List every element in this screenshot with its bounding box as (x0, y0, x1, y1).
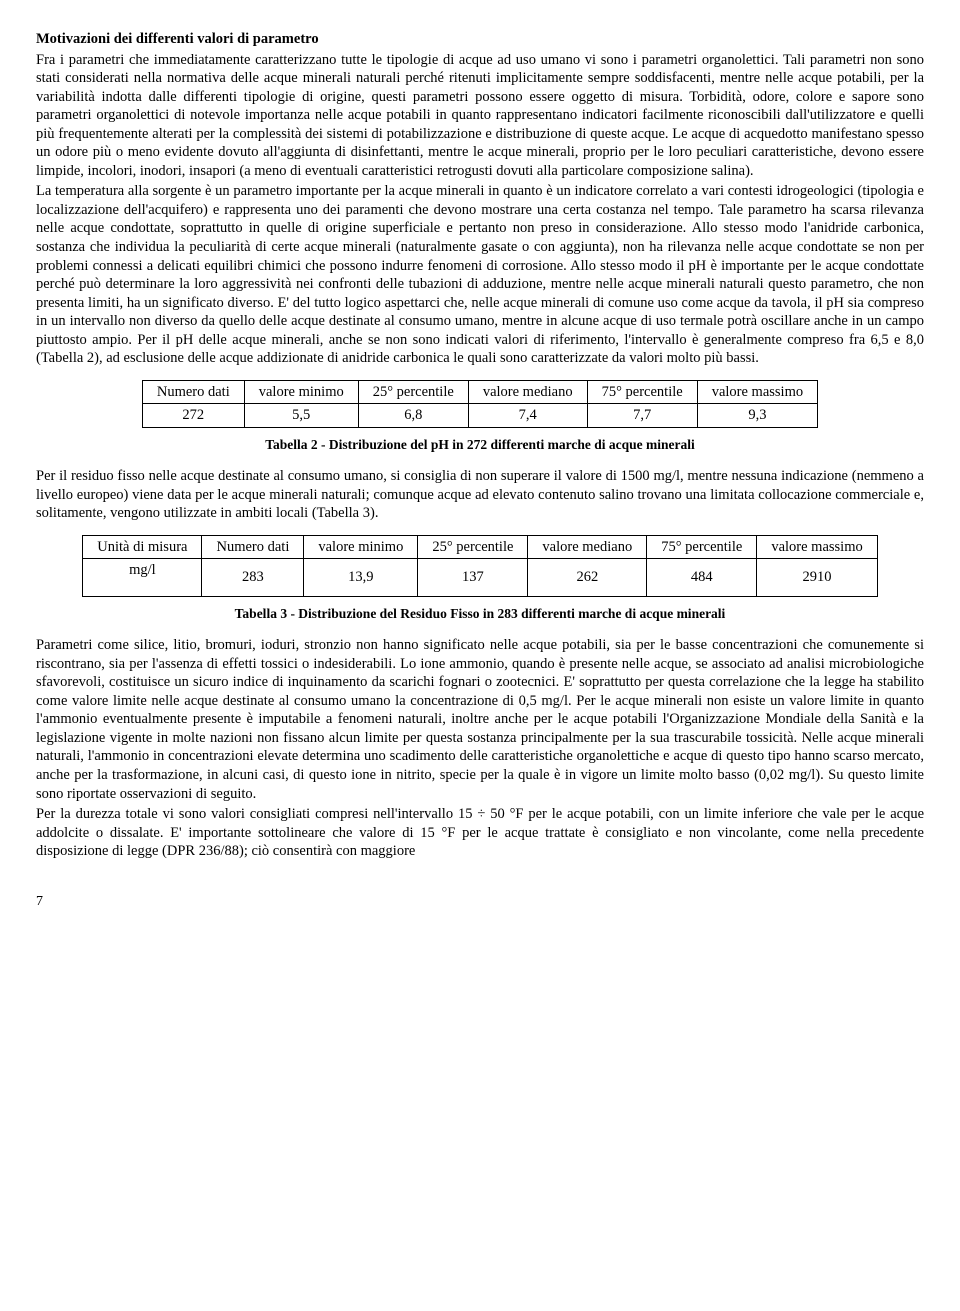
table-row: mg/l 283 13,9 137 262 484 2910 (83, 559, 877, 597)
table-row: Unità di misura Numero dati valore minim… (83, 535, 877, 559)
cell: 13,9 (304, 559, 418, 597)
cell: mg/l (83, 559, 202, 597)
cell: 7,4 (468, 404, 587, 428)
table-3: Unità di misura Numero dati valore minim… (82, 535, 877, 597)
cell: 5,5 (244, 404, 358, 428)
page-number: 7 (36, 893, 924, 911)
col-header: 75° percentile (587, 380, 697, 404)
cell: 137 (418, 559, 528, 597)
col-header: valore minimo (244, 380, 358, 404)
table-2-caption: Tabella 2 - Distribuzione del pH in 272 … (36, 436, 924, 453)
col-header: Numero dati (142, 380, 244, 404)
col-header: Unità di misura (83, 535, 202, 559)
cell: 283 (202, 559, 304, 597)
col-header: valore mediano (468, 380, 587, 404)
col-header: valore massimo (697, 380, 817, 404)
table-2: Numero dati valore minimo 25° percentile… (142, 380, 818, 428)
paragraph-4: Parametri come silice, litio, bromuri, i… (36, 636, 924, 803)
section-title: Motivazioni dei differenti valori di par… (36, 30, 924, 49)
cell: 9,3 (697, 404, 817, 428)
col-header: 75° percentile (647, 535, 757, 559)
table-3-caption: Tabella 3 - Distribuzione del Residuo Fi… (36, 605, 924, 622)
col-header: valore massimo (757, 535, 877, 559)
col-header: 25° percentile (358, 380, 468, 404)
paragraph-1: Fra i parametri che immediatamente carat… (36, 51, 924, 181)
table-row: 272 5,5 6,8 7,4 7,7 9,3 (142, 404, 817, 428)
paragraph-5: Per la durezza totale vi sono valori con… (36, 805, 924, 861)
col-header: 25° percentile (418, 535, 528, 559)
paragraph-2: La temperatura alla sorgente è un parame… (36, 182, 924, 367)
cell: 7,7 (587, 404, 697, 428)
cell: 484 (647, 559, 757, 597)
paragraph-3: Per il residuo fisso nelle acque destina… (36, 467, 924, 523)
cell: 2910 (757, 559, 877, 597)
col-header: valore minimo (304, 535, 418, 559)
cell: 272 (142, 404, 244, 428)
col-header: Numero dati (202, 535, 304, 559)
cell: 262 (528, 559, 647, 597)
col-header: valore mediano (528, 535, 647, 559)
cell: 6,8 (358, 404, 468, 428)
table-row: Numero dati valore minimo 25° percentile… (142, 380, 817, 404)
